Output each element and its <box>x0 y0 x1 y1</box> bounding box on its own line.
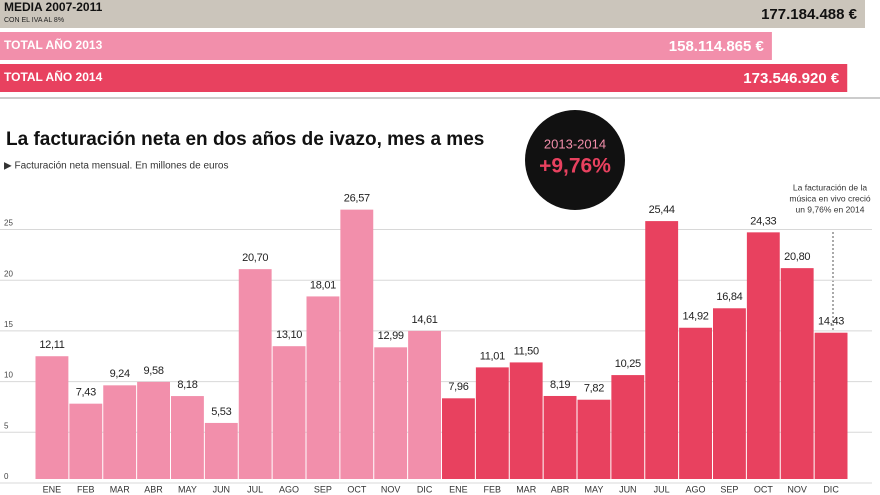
value-label: 12,99 <box>378 330 404 342</box>
value-label: 7,43 <box>76 387 96 399</box>
bar <box>204 422 238 479</box>
x-tick-label: SEP <box>314 484 332 494</box>
value-label: 8,18 <box>177 379 197 391</box>
x-tick-label: JUL <box>654 484 670 494</box>
bar <box>645 221 679 479</box>
badge-top: 2013-2014 <box>544 136 606 151</box>
bar <box>611 375 645 479</box>
chart-title: La facturación neta en dos años de ivazo… <box>6 129 484 150</box>
bar <box>577 399 611 479</box>
bar <box>746 232 780 479</box>
x-tick-label: NOV <box>787 484 807 494</box>
x-tick-label: DIC <box>823 484 839 494</box>
bar <box>0 32 772 60</box>
bar <box>272 346 306 479</box>
bar <box>543 395 577 479</box>
x-tick-label: DIC <box>417 484 433 494</box>
badge-value: +9,76% <box>539 155 611 178</box>
bar <box>69 403 103 479</box>
bar <box>306 296 340 479</box>
y-tick-label: 25 <box>4 219 13 228</box>
bar <box>0 0 865 28</box>
x-tick-label: AGO <box>279 484 299 494</box>
bar <box>475 367 509 479</box>
value-label: 26,57 <box>344 193 370 205</box>
value-label: 7,82 <box>584 383 604 395</box>
value-label: 20,70 <box>242 252 268 264</box>
x-tick-label: ABR <box>144 484 163 494</box>
x-tick-label: JUL <box>247 484 263 494</box>
y-tick-label: 5 <box>4 421 9 430</box>
x-tick-label: OCT <box>754 484 774 494</box>
value-label: 25,44 <box>649 204 675 216</box>
annotation: La facturación de la <box>793 182 867 192</box>
value-label: 12,11 <box>39 339 64 351</box>
y-tick-label: 20 <box>4 269 13 278</box>
value-label: 177.184.488 € <box>761 6 858 23</box>
bar <box>374 347 408 479</box>
chart-subtitle: ▶ Facturación neta mensual. En millones … <box>4 161 228 172</box>
bar <box>35 356 69 479</box>
bar <box>0 64 848 92</box>
x-tick-label: JUN <box>213 484 231 494</box>
value-label: 5,53 <box>211 406 231 418</box>
value-label: 16,84 <box>716 291 742 303</box>
y-tick-label: 15 <box>4 320 13 329</box>
bar <box>679 327 712 479</box>
value-label: 18,01 <box>310 279 336 291</box>
x-tick-label: SEP <box>720 484 738 494</box>
bar <box>238 269 272 479</box>
category-note: CON EL IVA AL 8% <box>4 17 64 24</box>
bar <box>814 332 848 479</box>
value-label: 9,24 <box>110 368 130 380</box>
bar <box>171 396 204 479</box>
bar <box>137 381 170 479</box>
x-tick-label: JUN <box>619 484 637 494</box>
value-label: 11,01 <box>480 350 505 362</box>
x-tick-label: MAY <box>178 484 197 494</box>
y-tick-label: 0 <box>4 472 9 481</box>
x-tick-label: MAR <box>516 484 537 494</box>
category-label: TOTAL AÑO 2013 <box>4 37 103 52</box>
x-tick-label: NOV <box>381 484 401 494</box>
y-tick-label: 10 <box>4 371 13 380</box>
annotation: música en vivo creció <box>789 193 871 203</box>
x-tick-label: ABR <box>551 484 570 494</box>
bar <box>408 330 441 479</box>
value-label: 14,92 <box>683 311 709 323</box>
value-label: 13,10 <box>276 329 302 341</box>
x-tick-label: MAR <box>110 484 131 494</box>
value-label: 20,80 <box>784 251 810 263</box>
value-label: 10,25 <box>615 358 641 370</box>
value-label: 9,58 <box>143 365 163 377</box>
value-label: 14,61 <box>412 314 438 326</box>
annotation: un 9,76% en 2014 <box>795 204 864 214</box>
x-tick-label: FEB <box>77 484 95 494</box>
x-tick-label: MAY <box>585 484 604 494</box>
x-tick-label: ENE <box>449 484 468 494</box>
value-label: 158.114.865 € <box>669 38 765 55</box>
x-tick-label: AGO <box>686 484 706 494</box>
value-label: 24,33 <box>750 215 776 227</box>
x-tick-label: OCT <box>347 484 367 494</box>
x-tick-label: FEB <box>484 484 502 494</box>
bar <box>509 362 543 479</box>
value-label: 14,43 <box>818 316 844 328</box>
category-label: TOTAL AÑO 2014 <box>4 69 103 84</box>
value-label: 8,19 <box>550 379 570 391</box>
bar <box>103 385 137 479</box>
value-label: 7,96 <box>448 381 468 393</box>
bar <box>713 308 746 479</box>
value-label: 11,50 <box>514 345 539 357</box>
bar <box>442 398 475 479</box>
badge <box>525 110 625 210</box>
x-tick-label: ENE <box>43 484 62 494</box>
category-label: MEDIA 2007-2011 <box>4 0 103 14</box>
bar <box>340 209 374 479</box>
bar <box>780 268 814 479</box>
value-label: 173.546.920 € <box>743 70 840 87</box>
